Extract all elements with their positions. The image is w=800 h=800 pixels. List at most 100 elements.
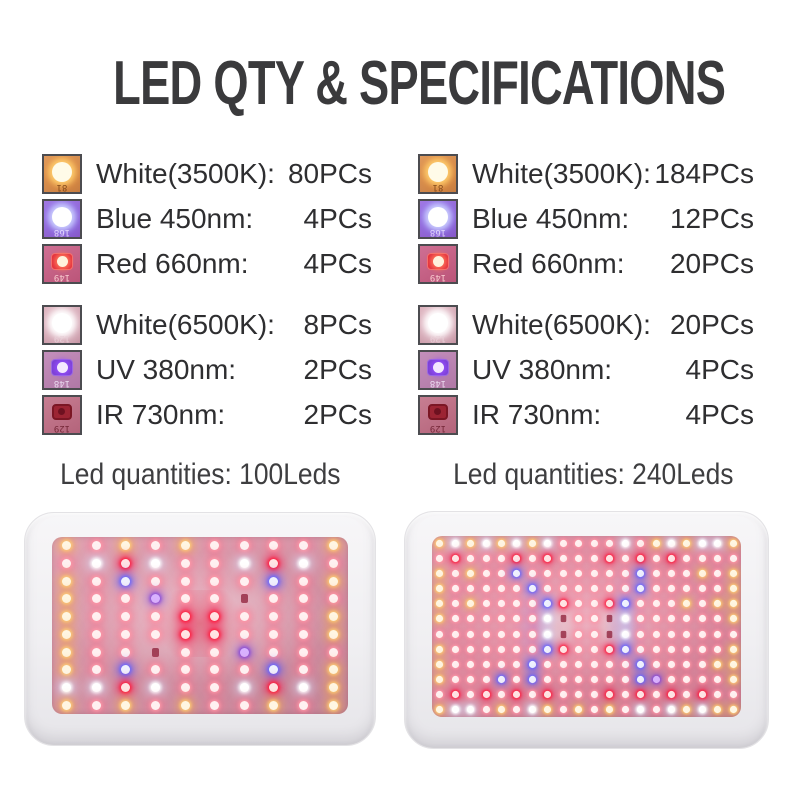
led-cell	[52, 696, 82, 714]
led-dot	[91, 665, 101, 675]
led-dot	[121, 665, 131, 675]
led-cell	[679, 626, 694, 641]
led-dot	[729, 690, 737, 698]
led-cell	[695, 687, 710, 702]
chip-part-number: 168	[429, 226, 447, 237]
led-cell	[633, 702, 648, 717]
led-dot	[667, 690, 676, 698]
led-cell	[617, 551, 632, 566]
led-cell	[170, 661, 200, 679]
led-cell	[679, 687, 694, 702]
led-dot	[436, 585, 444, 593]
led-cell	[586, 581, 601, 596]
led-dot	[544, 660, 552, 668]
spec-label: Red 660nm:	[96, 247, 249, 279]
led-dot	[652, 539, 660, 548]
led-dot	[269, 576, 279, 586]
led-cell	[648, 642, 663, 657]
led-dot	[729, 645, 737, 653]
led-cell	[633, 611, 648, 626]
led-cell	[494, 566, 509, 581]
led-dot	[299, 576, 309, 586]
led-dot	[544, 600, 552, 608]
led-cell	[52, 537, 82, 555]
led-cell	[170, 537, 200, 555]
led-dot	[328, 682, 338, 692]
led-cell	[571, 642, 586, 657]
spec-value: 80PCs	[287, 157, 372, 189]
led-dot	[497, 539, 506, 548]
led-dot	[606, 630, 613, 638]
led-cell	[726, 566, 741, 581]
led-cell	[633, 596, 648, 611]
led-cell	[571, 702, 586, 717]
led-cell	[726, 551, 741, 566]
led-dot	[121, 629, 131, 639]
led-dot	[698, 539, 706, 548]
led-dot	[590, 675, 598, 683]
led-dot	[606, 585, 614, 593]
led-cell	[695, 536, 710, 551]
led-dot	[606, 555, 614, 563]
led-dot	[698, 630, 706, 638]
led-dot	[497, 645, 506, 653]
led-dot	[636, 645, 645, 653]
spec-value: 184PCs	[654, 157, 754, 189]
led-dot	[606, 705, 614, 714]
led-dot	[652, 555, 660, 563]
led-cell	[633, 581, 648, 596]
led-cell	[679, 642, 694, 657]
led-cell	[540, 566, 555, 581]
led-dot	[729, 705, 737, 714]
led-cell	[726, 702, 741, 717]
grow-light-panel-100leds	[24, 512, 376, 746]
led-cell	[571, 687, 586, 702]
led-cell	[52, 679, 82, 697]
led-cell	[602, 657, 617, 672]
led-cell	[447, 657, 462, 672]
led-dot	[62, 594, 72, 604]
led-cell	[586, 672, 601, 687]
spec-row: 129 IR 730nm: 4PCs	[418, 392, 754, 437]
led-dot	[210, 612, 220, 622]
spec-row: 129 White(6500K): 20PCs	[418, 302, 754, 347]
led-dot	[590, 630, 598, 638]
led-dot	[513, 539, 521, 548]
led-dot	[436, 705, 444, 714]
led-dot	[121, 700, 131, 710]
led-cell	[617, 536, 632, 551]
chip-part-number: 129	[429, 422, 447, 433]
led-cell	[617, 626, 632, 641]
led-cell	[540, 581, 555, 596]
led-chip-square	[51, 358, 73, 376]
led-cell	[432, 642, 447, 657]
led-cell	[289, 590, 319, 608]
led-cell	[710, 672, 725, 687]
led-cell	[602, 581, 617, 596]
spec-value: 4PCs	[685, 398, 754, 430]
led-cell	[586, 626, 601, 641]
led-quantity-caption-100: Led quantities: 100Leds	[59, 458, 341, 491]
led-dot	[544, 615, 552, 623]
led-dot	[210, 665, 220, 675]
led-cell	[648, 566, 663, 581]
led-dot	[606, 645, 614, 653]
spec-label: Blue 450nm:	[96, 202, 254, 234]
led-cell	[141, 572, 171, 590]
led-cell	[556, 672, 571, 687]
led-cell	[509, 657, 524, 672]
spec-value: 4PCs	[303, 202, 372, 234]
led-cell	[82, 608, 112, 626]
led-dot	[636, 615, 645, 623]
led-dot	[559, 660, 567, 668]
led-dot	[91, 594, 101, 604]
led-cell	[602, 566, 617, 581]
led-cell	[200, 679, 230, 697]
led-dot	[151, 612, 161, 622]
ir-chip-core	[434, 407, 441, 415]
led-cell	[525, 536, 540, 551]
led-dot	[513, 585, 521, 593]
led-cell	[447, 536, 462, 551]
led-cell	[556, 687, 571, 702]
led-dot	[467, 675, 475, 683]
